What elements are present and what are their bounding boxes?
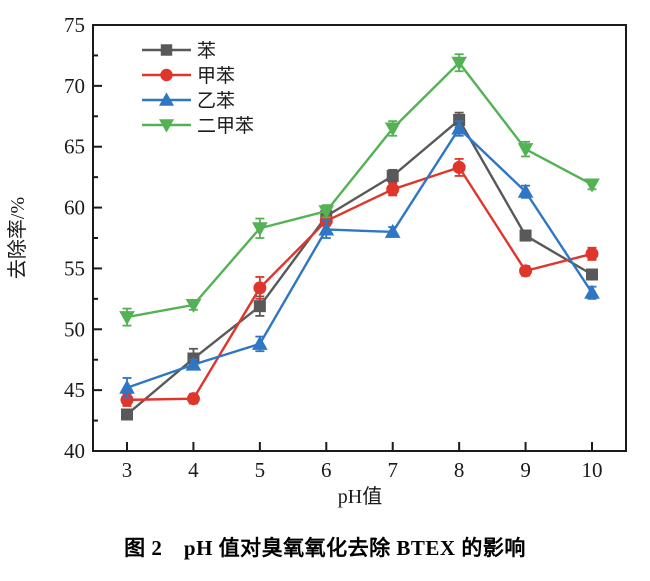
x-axis-ticks: 3 4 5 6 7 8 9 10 bbox=[122, 442, 603, 482]
legend-item-苯: 苯 bbox=[142, 40, 216, 62]
y-tick-label: 40 bbox=[64, 439, 85, 463]
y-tick-label: 55 bbox=[64, 256, 85, 280]
legend-label: 二甲苯 bbox=[197, 115, 254, 137]
data-point-marker bbox=[185, 356, 202, 371]
data-point-marker bbox=[584, 284, 600, 299]
data-point-marker bbox=[253, 300, 266, 313]
data-point-marker bbox=[517, 183, 534, 198]
x-tick-label: 8 bbox=[454, 458, 465, 482]
data-point-marker bbox=[318, 205, 335, 220]
data-point-marker bbox=[386, 169, 399, 182]
data-point-marker bbox=[384, 223, 401, 238]
series-乙苯 bbox=[119, 120, 600, 399]
data-point-marker bbox=[451, 56, 467, 71]
data-point-marker bbox=[186, 392, 200, 406]
data-point-marker bbox=[386, 182, 400, 196]
series-甲苯 bbox=[120, 157, 599, 407]
data-point-marker bbox=[585, 247, 599, 261]
data-point-marker bbox=[517, 143, 534, 158]
plot-frame bbox=[92, 24, 627, 452]
legend-item-甲苯: 甲苯 bbox=[142, 65, 235, 87]
data-point-marker bbox=[160, 68, 173, 82]
series-line bbox=[126, 165, 593, 402]
data-point-marker bbox=[252, 335, 268, 350]
series-二甲苯 bbox=[119, 53, 600, 327]
series-line bbox=[126, 126, 594, 389]
data-point-marker bbox=[119, 311, 135, 326]
legend-label: 乙苯 bbox=[197, 90, 235, 112]
series-layer bbox=[119, 53, 600, 421]
legend-label: 苯 bbox=[197, 40, 216, 62]
x-tick-label: 5 bbox=[255, 458, 266, 482]
data-point-marker bbox=[119, 379, 135, 394]
data-point-marker bbox=[451, 120, 467, 135]
data-point-marker bbox=[121, 408, 133, 421]
data-point-marker bbox=[519, 264, 533, 278]
x-tick-label: 3 bbox=[122, 458, 133, 482]
data-point-marker bbox=[158, 119, 175, 133]
data-point-marker bbox=[452, 160, 466, 174]
legend-label: 甲苯 bbox=[197, 65, 235, 87]
data-point-marker bbox=[185, 298, 202, 313]
x-tick-label: 9 bbox=[520, 458, 531, 482]
y-tick-label: 50 bbox=[64, 317, 85, 341]
figure-caption: 图 2 pH 值对臭氧氧化去除 BTEX 的影响 bbox=[124, 536, 526, 560]
legend-item-乙苯: 乙苯 bbox=[142, 90, 235, 112]
x-tick-label: 6 bbox=[321, 458, 332, 482]
y-tick-label: 65 bbox=[64, 135, 85, 159]
data-point-marker bbox=[252, 222, 268, 237]
y-axis-ticks: 40 45 50 55 60 65 70 75 bbox=[64, 13, 102, 463]
y-tick-label: 60 bbox=[64, 196, 85, 220]
y-tick-label: 45 bbox=[64, 378, 85, 402]
y-tick-label: 75 bbox=[64, 13, 85, 37]
y-axis-label: 去除率/% bbox=[6, 197, 29, 279]
data-point-marker bbox=[519, 229, 532, 242]
legend-item-二甲苯: 二甲苯 bbox=[142, 115, 254, 137]
data-point-marker bbox=[384, 122, 401, 137]
data-point-marker bbox=[584, 178, 600, 193]
data-point-marker bbox=[158, 92, 175, 106]
data-point-marker bbox=[318, 221, 335, 236]
x-axis-label: pH值 bbox=[338, 485, 382, 508]
data-point-marker bbox=[253, 281, 267, 295]
series-line bbox=[126, 60, 593, 319]
data-point-marker bbox=[586, 268, 598, 281]
x-tick-label: 10 bbox=[582, 458, 603, 482]
y-tick-label: 70 bbox=[64, 74, 85, 98]
x-tick-label: 7 bbox=[387, 458, 398, 482]
series-line bbox=[126, 118, 593, 416]
data-point-marker bbox=[160, 44, 173, 56]
x-tick-label: 4 bbox=[188, 458, 199, 482]
